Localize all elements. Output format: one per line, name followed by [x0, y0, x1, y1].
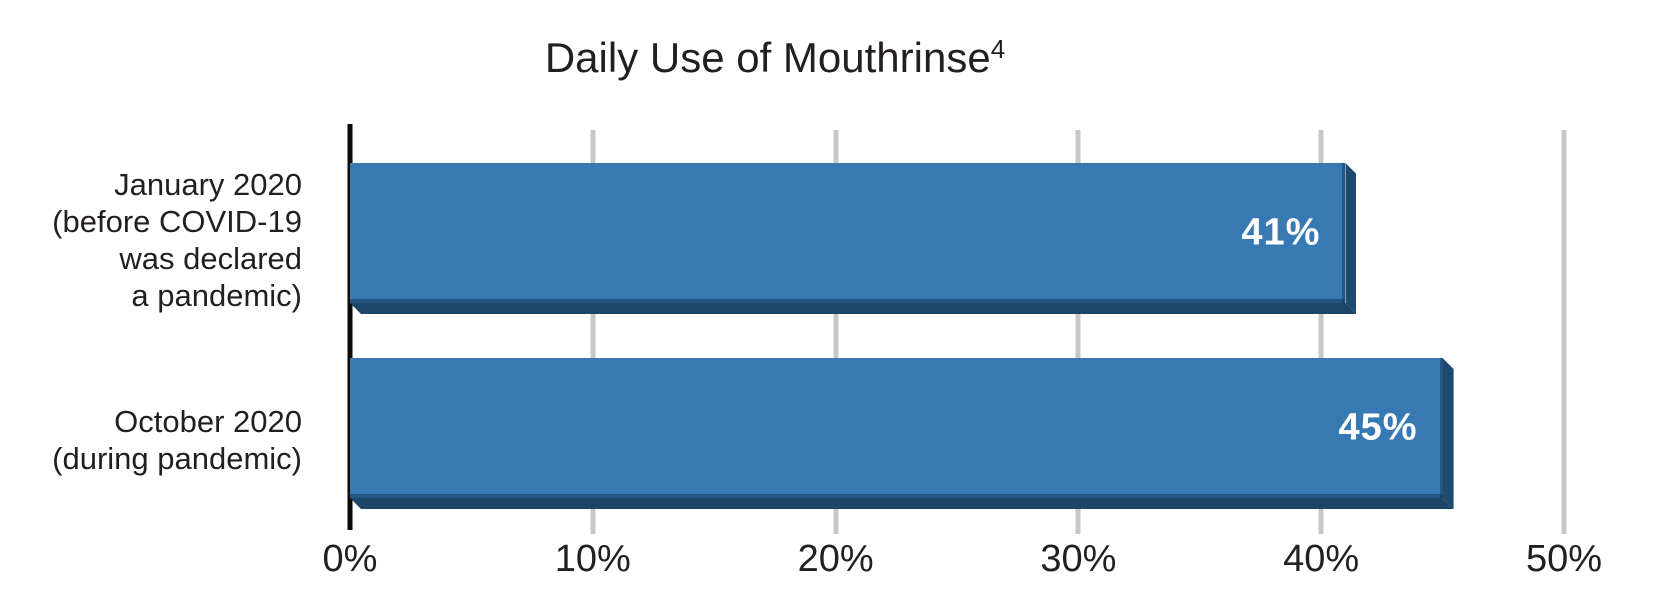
- bar-3d-side: [1345, 163, 1356, 314]
- bar-value-label: 41%: [1241, 211, 1321, 254]
- chart-title: Daily Use of Mouthrinse4: [0, 34, 1550, 82]
- category-labels: January 2020 (before COVID-19 was declared…: [0, 0, 302, 616]
- category-label-line: (during pandemic): [52, 441, 302, 476]
- bar: 45%: [350, 358, 1443, 498]
- x-axis: 0% 10% 20% 30% 40% 50%: [323, 538, 1602, 598]
- x-tick-label: 40%: [1283, 538, 1360, 580]
- category-label: January 2020 (before COVID-19 was declared…: [52, 166, 302, 314]
- bar-face: 41%: [350, 163, 1346, 303]
- x-tick-label: 0%: [322, 538, 378, 580]
- bars-layer: 41% 45%: [350, 128, 1564, 534]
- gridline: [1561, 130, 1567, 534]
- bar-value-label: 45%: [1338, 406, 1418, 449]
- chart-title-text: Daily Use of Mouthrinse: [544, 34, 991, 81]
- category-label: October 2020 (during pandemic): [52, 403, 302, 477]
- x-tick-label: 10%: [554, 538, 631, 580]
- bar: 41%: [350, 163, 1345, 303]
- gridline: [833, 130, 839, 534]
- x-tick-label: 30%: [1040, 538, 1117, 580]
- bar-3d-bottom: [350, 303, 1356, 314]
- category-label-line: was declared: [119, 241, 302, 276]
- gridline: [1075, 130, 1081, 534]
- y-axis-line: [347, 124, 353, 530]
- x-tick-label: 50%: [1525, 538, 1603, 580]
- category-label-line: a pandemic): [131, 278, 302, 313]
- category-label-line: January 2020: [114, 167, 302, 202]
- gridline: [590, 130, 596, 534]
- bar-face: 45%: [350, 358, 1443, 498]
- gridline: [1318, 130, 1324, 534]
- bar-3d-side: [1443, 358, 1454, 509]
- x-tick-label: 20%: [797, 538, 874, 580]
- chart-title-superscript: 4: [990, 34, 1006, 64]
- category-label-line: (before COVID-19: [52, 204, 302, 239]
- category-label-line: October 2020: [114, 404, 302, 439]
- gridlines-layer: [347, 124, 1567, 534]
- bar-3d-bottom: [350, 498, 1454, 509]
- plot-area: 41% 45%: [347, 124, 1567, 534]
